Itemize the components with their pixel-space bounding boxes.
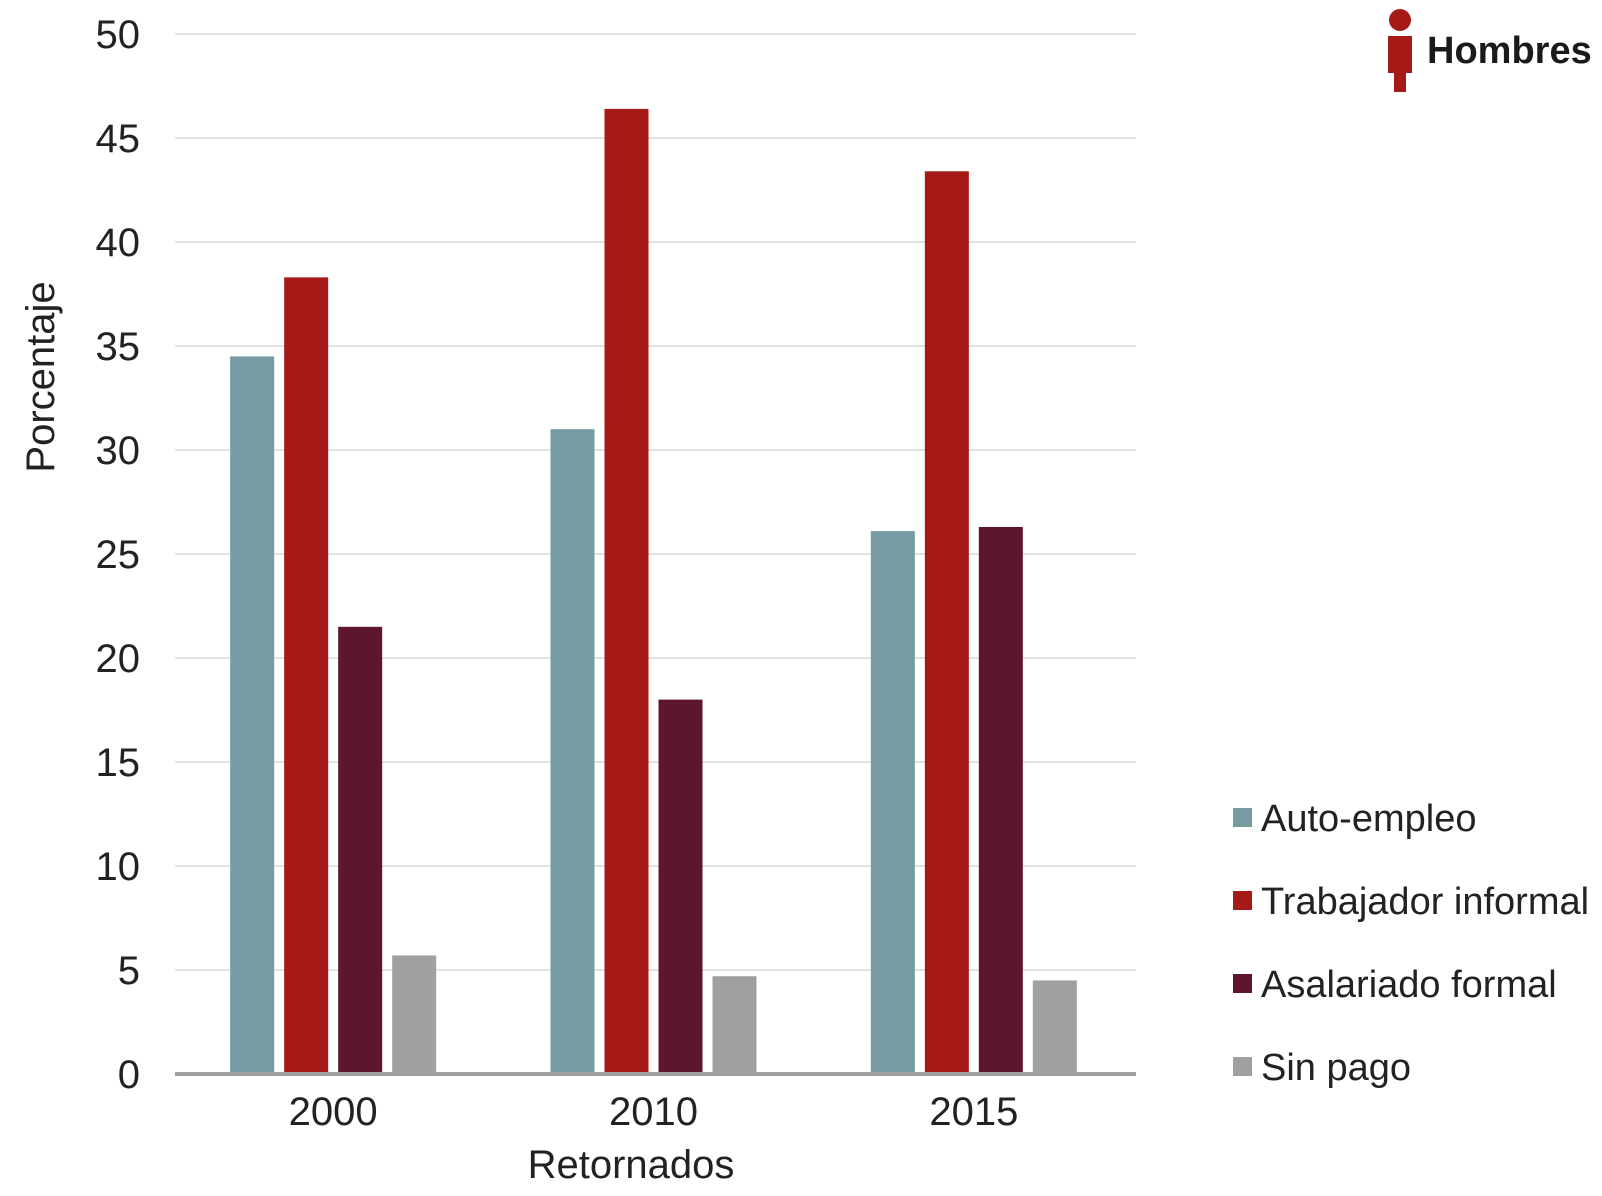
y-tick-label: 0 [118, 1053, 140, 1097]
bar [978, 526, 1023, 1074]
y-tick-label: 20 [96, 637, 141, 681]
x-axis-title: Retornados [528, 1143, 735, 1187]
y-tick-label: 15 [96, 741, 141, 785]
bar [392, 955, 437, 1074]
legend-swatch [1233, 808, 1252, 827]
legend: Auto-empleo Trabajador informal Asalariado… [1233, 798, 1589, 1089]
bar [550, 429, 595, 1074]
x-tick-label: 2000 [289, 1090, 378, 1134]
y-tick-label: 30 [96, 429, 141, 473]
y-axis-title: Porcentaje [19, 281, 63, 472]
bar [230, 356, 275, 1074]
y-tick-label: 50 [96, 13, 141, 57]
legend-label: Auto-empleo [1261, 798, 1476, 840]
x-axis-ticks: 2000 2010 2015 [289, 1090, 1019, 1134]
badge-label: Hombres [1427, 30, 1592, 72]
y-tick-label: 5 [118, 949, 140, 993]
bar [870, 531, 915, 1074]
legend-label: Trabajador informal [1261, 881, 1589, 923]
person-icon [1388, 9, 1412, 92]
y-tick-label: 10 [96, 845, 141, 889]
bar [604, 108, 649, 1074]
x-tick-label: 2010 [609, 1090, 698, 1134]
bar [924, 171, 969, 1074]
bar [1032, 980, 1077, 1074]
x-tick-label: 2015 [929, 1090, 1018, 1134]
grid-lines [175, 33, 1136, 971]
legend-label: Sin pago [1261, 1047, 1411, 1089]
y-axis-ticks: 0 5 10 15 20 25 30 35 40 45 50 [96, 13, 141, 1097]
legend-swatch [1233, 891, 1252, 910]
legend-swatch [1233, 974, 1252, 993]
bar [338, 626, 383, 1074]
legend-label: Asalariado formal [1261, 964, 1557, 1006]
y-tick-label: 40 [96, 221, 141, 265]
y-tick-label: 25 [96, 533, 141, 577]
badge: Hombres [1388, 9, 1592, 92]
bar [712, 976, 757, 1074]
bar [284, 277, 329, 1074]
bar [658, 699, 703, 1074]
y-tick-label: 35 [96, 325, 141, 369]
legend-swatch [1233, 1057, 1252, 1076]
bars [230, 108, 1077, 1074]
y-tick-label: 45 [96, 117, 141, 161]
